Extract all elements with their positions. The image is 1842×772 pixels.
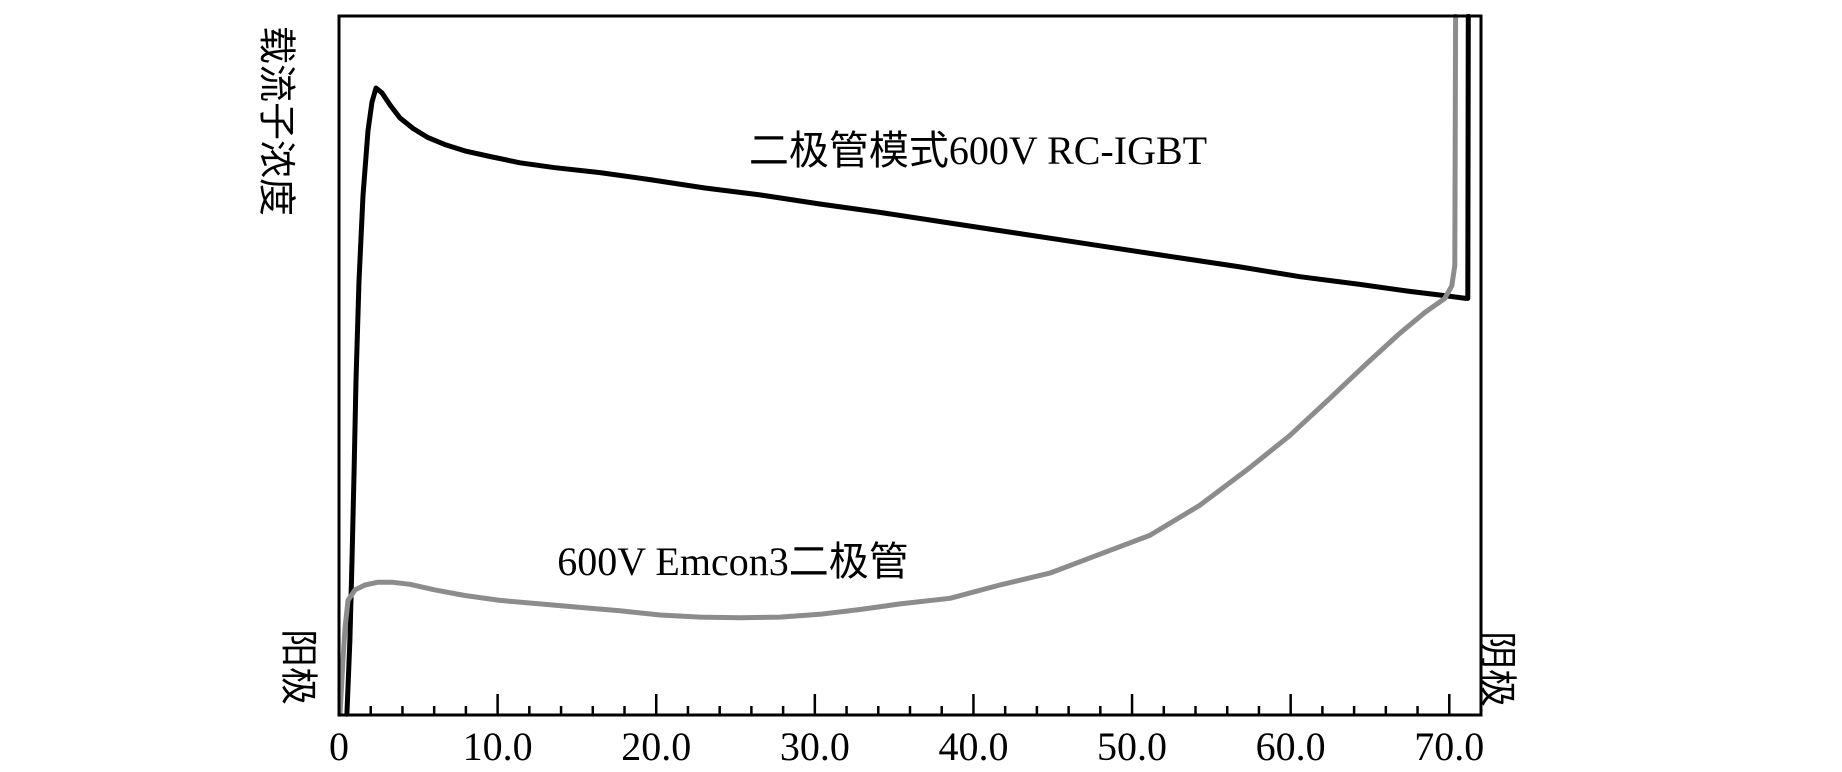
x-tick-label: 20.0 — [621, 724, 691, 769]
x-tick-label: 0 — [329, 724, 349, 769]
x-axis-ticks — [337, 694, 1451, 715]
x-tick-label: 60.0 — [1256, 724, 1326, 769]
x-tick-label: 10.0 — [463, 724, 533, 769]
series-annotation-emcon3: 600V Emcon3二极管 — [557, 539, 909, 584]
x-tick-label: 70.0 — [1414, 724, 1484, 769]
x-tick-label: 50.0 — [1097, 724, 1167, 769]
series-line-1 — [337, 14, 1459, 717]
y-axis-label: 载流子浓度 — [254, 25, 297, 217]
cathode-label: 阴极 — [1475, 630, 1518, 708]
series-line-0 — [344, 14, 1471, 717]
plot-border — [337, 14, 1483, 717]
anode-label: 阳极 — [276, 628, 319, 706]
series-annotation-rcigbt: 二极管模式600V RC-IGBT — [748, 128, 1208, 173]
x-tick-label: 30.0 — [780, 724, 850, 769]
x-tick-label: 40.0 — [938, 724, 1008, 769]
